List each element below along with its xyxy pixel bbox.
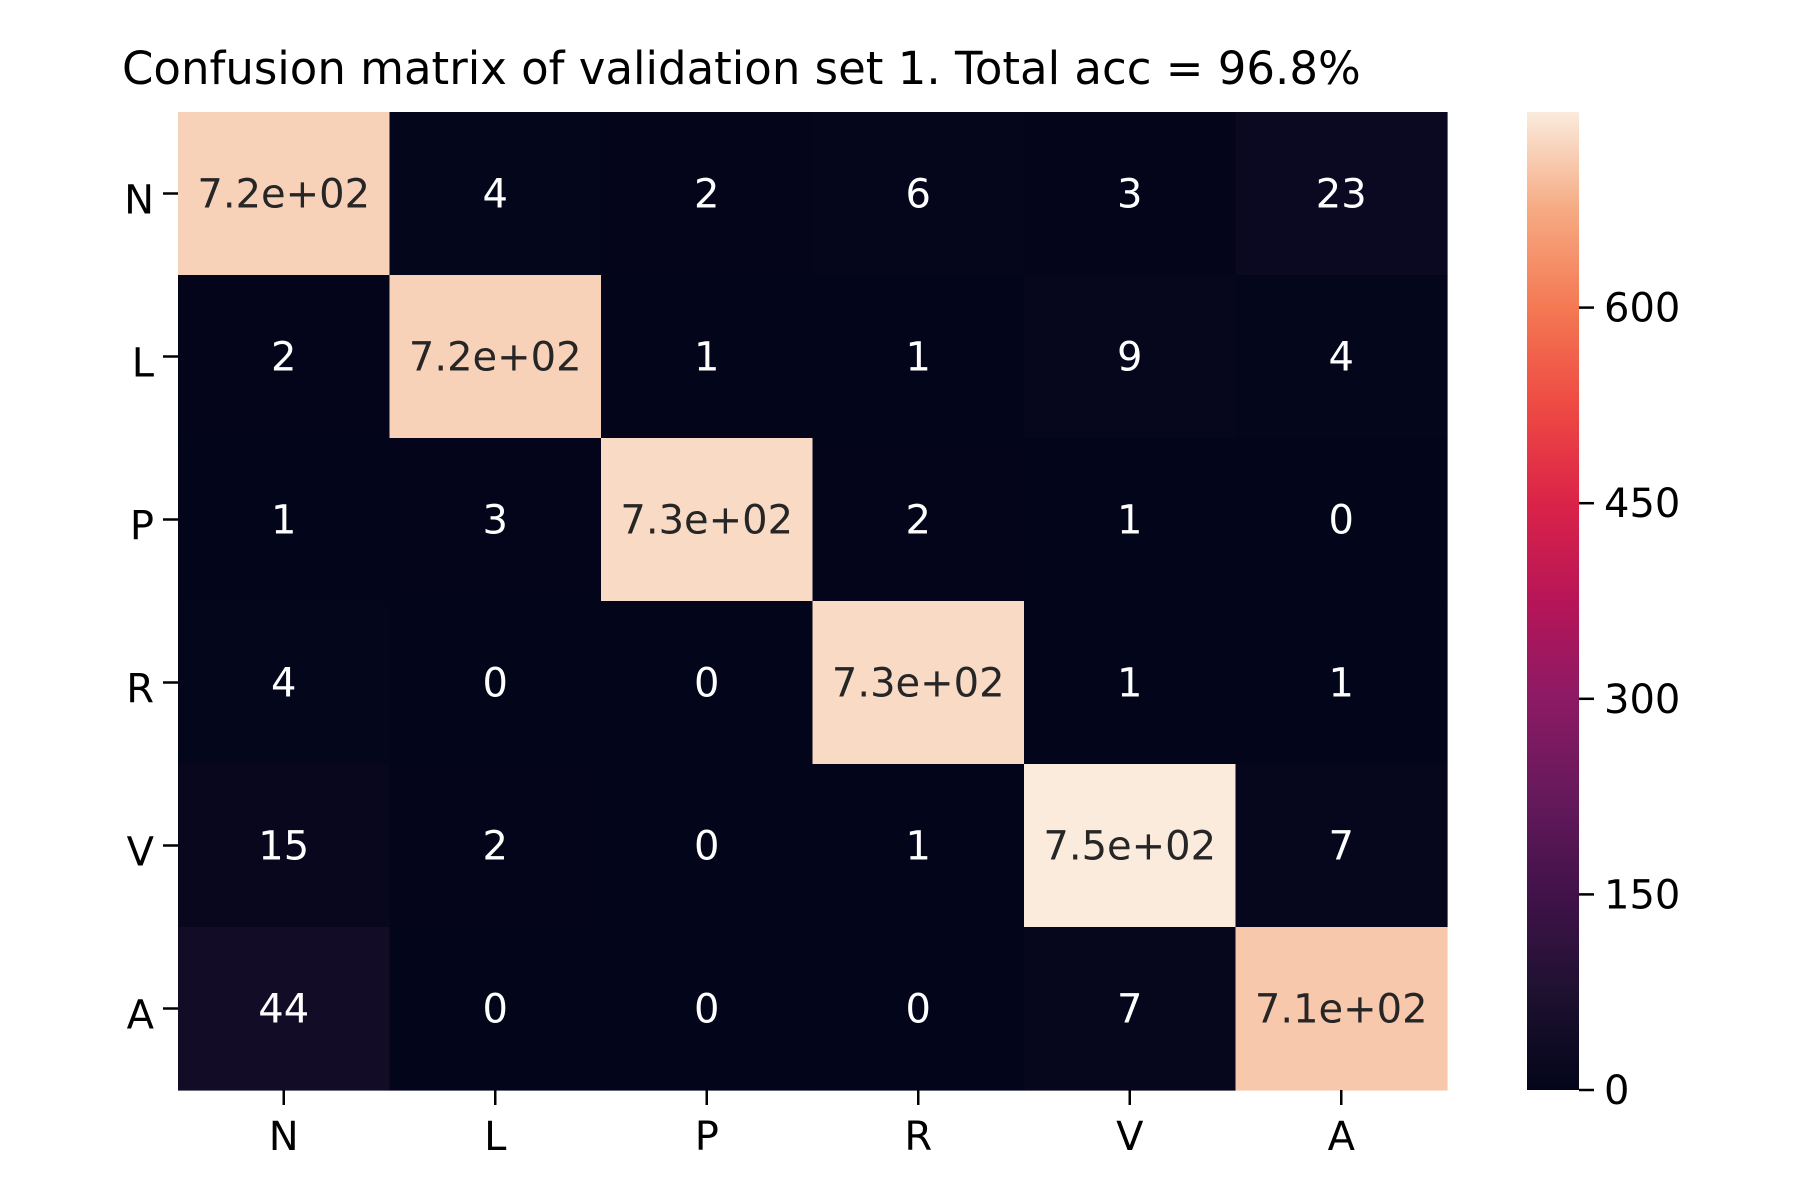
y-tick-label: L	[132, 341, 155, 387]
cell-value-label: 2	[694, 172, 719, 218]
cell-value-label: 2	[483, 824, 508, 870]
heatmap-cell	[1024, 438, 1237, 602]
y-tick-label: P	[130, 504, 154, 550]
y-tick-label: A	[127, 993, 155, 1039]
heatmap-cell	[601, 764, 814, 928]
heatmap-cell	[178, 601, 391, 765]
cell-value-label: 1	[906, 335, 931, 381]
heatmap-cell	[178, 438, 391, 602]
cell-value-label: 44	[258, 987, 309, 1033]
colorbar-tick-label: 0	[1604, 1068, 1629, 1114]
cell-value-label: 0	[694, 987, 719, 1033]
cell-value-label: 7.3e+02	[620, 498, 793, 544]
cell-value-label: 7	[1117, 987, 1142, 1033]
heatmap-cell	[601, 112, 814, 276]
cell-value-label: 0	[483, 661, 508, 707]
heatmap-cell	[1235, 927, 1448, 1091]
colorbar-tick-label: 450	[1604, 481, 1680, 527]
heatmap-cell	[389, 112, 602, 276]
chart-title: Confusion matrix of validation set 1. To…	[122, 42, 1361, 95]
heatmap-cell	[389, 764, 602, 928]
heatmap-cell	[178, 112, 391, 276]
cell-value-label: 0	[694, 661, 719, 707]
heatmap-cell	[812, 112, 1025, 276]
heatmap-cell	[1024, 764, 1237, 928]
cell-value-label: 7.2e+02	[197, 172, 370, 218]
heatmap-cell	[389, 275, 602, 439]
cell-value-label: 7.5e+02	[1043, 824, 1216, 870]
cell-value-label: 7	[1329, 824, 1354, 870]
heatmap-cell	[178, 927, 391, 1091]
heatmap-cell	[601, 927, 814, 1091]
cell-value-label: 2	[271, 335, 296, 381]
cell-value-label: 7.2e+02	[409, 335, 582, 381]
cell-value-label: 4	[483, 172, 508, 218]
cell-value-label: 0	[906, 987, 931, 1033]
x-tick-label: R	[904, 1114, 932, 1160]
heatmap-cell	[1235, 438, 1448, 602]
cell-value-label: 0	[1329, 498, 1354, 544]
cell-value-label: 4	[271, 661, 296, 707]
heatmap-cell	[389, 438, 602, 602]
heatmap-cell	[1024, 601, 1237, 765]
cell-value-label: 1	[1329, 661, 1354, 707]
heatmap-cell	[1024, 275, 1237, 439]
cell-value-label: 0	[483, 987, 508, 1033]
cell-value-label: 23	[1316, 172, 1367, 218]
cell-value-label: 15	[258, 824, 309, 870]
colorbar-gradient	[1527, 112, 1579, 1090]
heatmap-cell	[812, 275, 1025, 439]
cell-value-label: 3	[483, 498, 508, 544]
heatmap-cell	[1235, 112, 1448, 276]
heatmap-cell	[601, 601, 814, 765]
heatmap-cell	[1024, 112, 1237, 276]
heatmap-cell	[601, 438, 814, 602]
x-tick-label: A	[1328, 1114, 1356, 1160]
cell-value-label: 1	[906, 824, 931, 870]
cell-value-label: 1	[1117, 661, 1142, 707]
colorbar-tick-label: 300	[1604, 677, 1680, 723]
colorbar-tick-label: 600	[1604, 286, 1680, 332]
y-tick-label: V	[127, 830, 155, 876]
colorbar-tick-label: 150	[1604, 872, 1680, 918]
heatmap-cell	[178, 275, 391, 439]
heatmap-cell	[812, 438, 1025, 602]
y-axis: N L P R V A	[124, 178, 178, 1039]
cell-value-label: 2	[906, 498, 931, 544]
cell-value-label: 3	[1117, 172, 1142, 218]
y-tick-label: N	[124, 178, 154, 224]
cell-value-label: 1	[1117, 498, 1142, 544]
y-tick-label: R	[126, 667, 154, 713]
heatmap-cell-labels: 7.2e+02 4 2 6 3 23 2 7.2e+02 1 1 9 4 1 3 7.3e+02 2 1 0 4 0 0…	[197, 172, 1427, 1033]
x-tick-label: N	[269, 1114, 299, 1160]
x-tick-label: L	[484, 1114, 507, 1160]
cell-value-label: 7.1e+02	[1255, 987, 1428, 1033]
cell-value-label: 6	[906, 172, 931, 218]
heatmap-cell	[812, 927, 1025, 1091]
heatmap-cell	[601, 275, 814, 439]
heatmap-cell	[1235, 764, 1448, 928]
x-tick-label: V	[1116, 1114, 1144, 1160]
heatmap-cell	[812, 601, 1025, 765]
heatmap-cell	[812, 764, 1025, 928]
heatmap-cell	[1235, 275, 1448, 439]
heatmap-cell	[1235, 601, 1448, 765]
colorbar: 0 150 300 450 600	[1527, 112, 1680, 1114]
heatmap-cell	[389, 601, 602, 765]
cell-value-label: 0	[694, 824, 719, 870]
cell-value-label: 4	[1329, 335, 1354, 381]
x-tick-label: P	[695, 1114, 719, 1160]
cell-value-label: 7.3e+02	[832, 661, 1005, 707]
heatmap-cell	[1024, 927, 1237, 1091]
cell-value-label: 9	[1117, 335, 1142, 381]
cell-value-label: 1	[271, 498, 296, 544]
cell-value-label: 1	[694, 335, 719, 381]
heatmap-cell	[389, 927, 602, 1091]
heatmap-cells	[178, 112, 1448, 1091]
heatmap-cell	[178, 764, 391, 928]
